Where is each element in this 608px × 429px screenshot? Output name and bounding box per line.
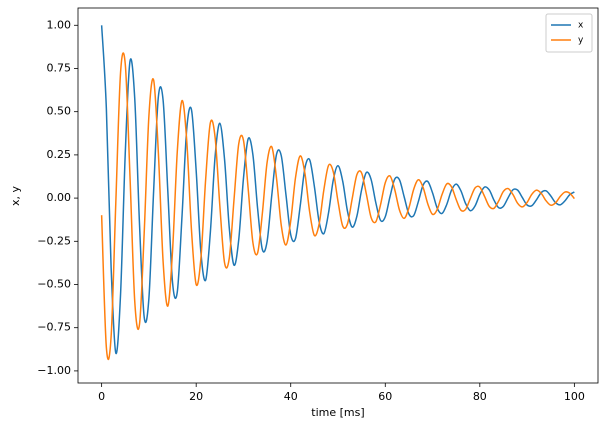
legend-label: x (578, 21, 584, 31)
y-tick-label: 0.25 (47, 148, 72, 161)
y-tick-label: 0.00 (47, 191, 72, 204)
y-tick-label: −0.25 (37, 234, 71, 247)
x-tick-label: 40 (284, 390, 298, 403)
legend: xy (545, 13, 593, 53)
y-axis-label: x, y (9, 186, 22, 207)
y-tick-label: −1.00 (37, 364, 71, 377)
x-axis-label: time [ms] (311, 406, 364, 419)
x-tick-label: 80 (473, 390, 487, 403)
y-tick-label: 1.00 (47, 18, 72, 31)
legend-label: y (578, 36, 584, 46)
x-tick-label: 60 (378, 390, 392, 403)
x-tick-label: 0 (98, 390, 105, 403)
y-tick-label: 0.75 (47, 61, 72, 74)
line-series (100, 25, 575, 355)
y-tick-label: −0.50 (37, 277, 71, 290)
line-series (100, 52, 575, 361)
legend-box (545, 13, 593, 53)
x-tick-label: 20 (189, 390, 203, 403)
y-tick-label: 0.50 (47, 105, 72, 118)
x-tick-label: 100 (564, 390, 585, 403)
plot-frame (77, 7, 599, 384)
y-tick-label: −0.75 (37, 321, 71, 334)
